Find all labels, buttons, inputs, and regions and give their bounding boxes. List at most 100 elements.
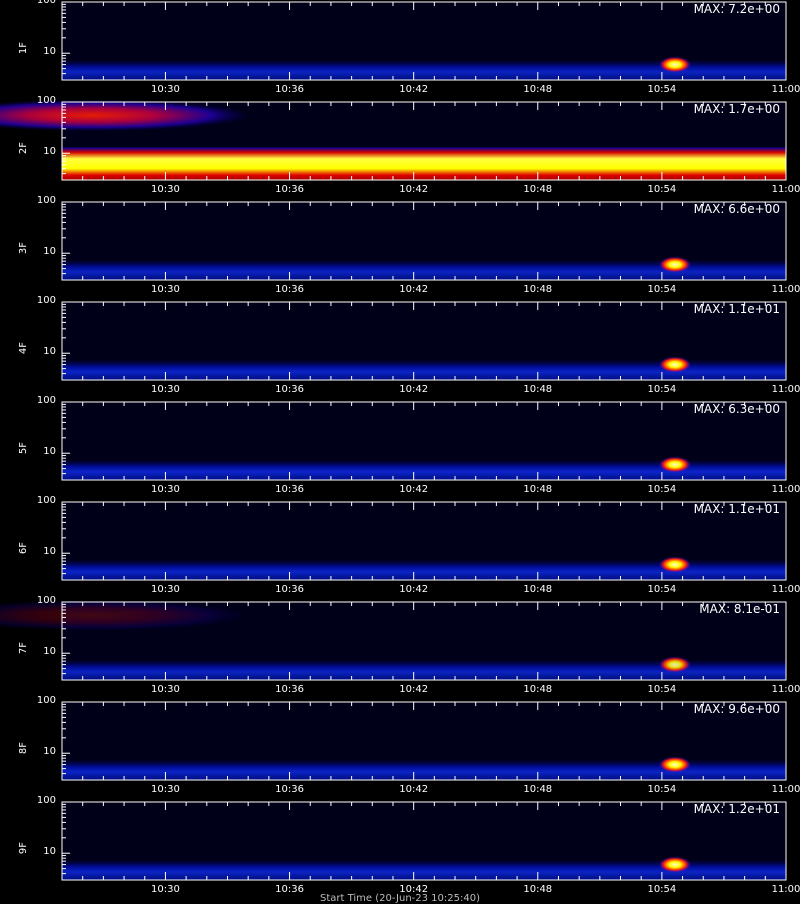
x-tick-label: 10:54	[647, 184, 677, 195]
spectrogram-panel-9: 9F 100 10 10:30 10:36 10:42 10:48 10:54 11:00 MAX…	[0, 795, 800, 900]
spectrogram-plot	[61, 801, 787, 881]
max-value-label: MAX: 1.1e+01	[693, 502, 780, 516]
x-tick-label: 10:30	[151, 884, 180, 895]
x-tick-label: 10:48	[523, 584, 553, 595]
axes-frame	[61, 1, 787, 81]
y-tick-label: 10	[43, 546, 56, 558]
y-tick-label: 10	[43, 846, 56, 858]
y-tick-label: 100	[36, 0, 56, 6]
max-value-label: MAX: 8.1e-01	[699, 602, 780, 616]
axes-frame	[61, 501, 787, 581]
axes-frame	[61, 201, 787, 281]
x-tick-label: 10:42	[399, 84, 429, 95]
emission-band	[62, 359, 786, 380]
y-tick-label: 100	[36, 195, 56, 206]
flare-hotspot	[658, 856, 691, 873]
max-value-label: MAX: 9.6e+00	[693, 702, 780, 716]
y-tick-label: 100	[36, 795, 56, 806]
x-tick-label: 10:36	[275, 684, 304, 695]
emission-band	[62, 759, 786, 780]
x-tick-label: 10:54	[647, 584, 677, 595]
flare-hotspot	[658, 656, 691, 673]
y-tick-label: 10	[43, 646, 56, 658]
spectrogram-panel-8: 8F 100 10 10:30 10:36 10:42 10:48 10:54 11:00 MAX…	[0, 695, 800, 800]
x-axis-title: Start Time (20-Jun-23 10:25:40)	[320, 893, 480, 904]
x-tick-label: 10:54	[647, 884, 677, 895]
axes-frame	[61, 101, 787, 181]
x-tick-label: 10:48	[523, 184, 553, 195]
spectrogram-plot	[61, 701, 787, 781]
flare-hotspot	[658, 56, 691, 73]
spectrogram-plot	[61, 1, 787, 81]
x-tick-label: 10:30	[151, 684, 180, 695]
y-tick-label: 100	[36, 295, 56, 306]
x-tick-label: 10:36	[275, 184, 304, 195]
x-tick-label: 10:42	[399, 784, 429, 795]
x-tick-label: 10:36	[275, 384, 304, 395]
y-tick-label: 100	[36, 495, 56, 506]
y-tick-label: 10	[43, 446, 56, 458]
x-tick-label: 10:48	[523, 84, 553, 95]
emission-band	[62, 259, 786, 280]
y-tick-label: 10	[43, 146, 56, 158]
max-value-label: MAX: 6.6e+00	[693, 202, 780, 216]
spectrogram-plot	[0, 600, 787, 681]
panel-ylabel: 4F	[18, 341, 29, 355]
spectrogram-panel-3: 3F 100 10 10:30 10:36 10:42 10:48 10:54 11:00 MAX…	[0, 195, 800, 300]
max-value-label: MAX: 1.2e+01	[693, 802, 780, 816]
axes-frame	[61, 801, 787, 881]
panel-ylabel: 9F	[18, 841, 29, 855]
x-tick-label: 11:00	[771, 384, 800, 395]
x-tick-label: 10:42	[399, 884, 429, 895]
max-value-label: MAX: 6.3e+00	[693, 402, 780, 416]
x-tick-label: 10:30	[151, 784, 180, 795]
x-tick-label: 10:36	[275, 584, 304, 595]
x-tick-label: 10:36	[275, 784, 304, 795]
x-tick-label: 10:42	[399, 684, 429, 695]
emission-band	[62, 59, 786, 80]
flare-hotspot	[658, 556, 691, 573]
spectrogram-plot	[61, 201, 787, 281]
x-tick-label: 10:42	[399, 484, 429, 495]
emission-band	[62, 459, 786, 480]
x-tick-label: 10:42	[399, 184, 429, 195]
y-tick-label: 10	[43, 46, 56, 58]
x-tick-label: 10:42	[399, 584, 429, 595]
flare-hotspot	[658, 356, 691, 373]
x-tick-label: 10:54	[647, 784, 677, 795]
low-frequency-blob	[0, 600, 252, 632]
x-tick-label: 10:30	[151, 584, 180, 595]
emission-band	[62, 559, 786, 580]
max-value-label: MAX: 1.7e+00	[693, 102, 780, 116]
x-tick-label: 10:30	[151, 484, 180, 495]
x-tick-label: 10:30	[151, 384, 180, 395]
y-tick-label: 100	[36, 395, 56, 406]
panel-ylabel: 5F	[18, 441, 29, 455]
y-tick-label: 100	[36, 95, 56, 106]
x-tick-label: 10:54	[647, 684, 677, 695]
x-tick-label: 10:36	[275, 484, 304, 495]
x-tick-label: 11:00	[771, 684, 800, 695]
x-tick-label: 10:48	[523, 784, 553, 795]
x-tick-label: 10:54	[647, 284, 677, 295]
x-tick-label: 10:48	[523, 384, 553, 395]
spectrogram-panel-4: 4F 100 10 10:30 10:36 10:42 10:48 10:54 11:00 MAX…	[0, 295, 800, 400]
panel-ylabel: 1F	[18, 41, 29, 55]
axes-frame	[61, 601, 787, 681]
x-tick-label: 11:00	[771, 484, 800, 495]
x-tick-label: 10:48	[523, 484, 553, 495]
x-tick-label: 10:30	[151, 184, 180, 195]
spectrogram-panel-2: 2F 100 10 10:30 10:36 10:42 10:48 10:54 11:00 MAX…	[0, 95, 800, 200]
x-tick-label: 10:48	[523, 284, 553, 295]
panel-ylabel: 3F	[18, 241, 29, 255]
x-tick-label: 10:42	[399, 384, 429, 395]
x-tick-label: 10:48	[523, 684, 553, 695]
axes-frame	[61, 301, 787, 381]
max-value-label: MAX: 7.2e+00	[693, 2, 780, 16]
axes-frame	[61, 401, 787, 481]
x-tick-label: 11:00	[771, 84, 800, 95]
x-tick-label: 10:48	[523, 884, 553, 895]
x-tick-label: 11:00	[771, 884, 800, 895]
x-tick-label: 10:30	[151, 284, 180, 295]
